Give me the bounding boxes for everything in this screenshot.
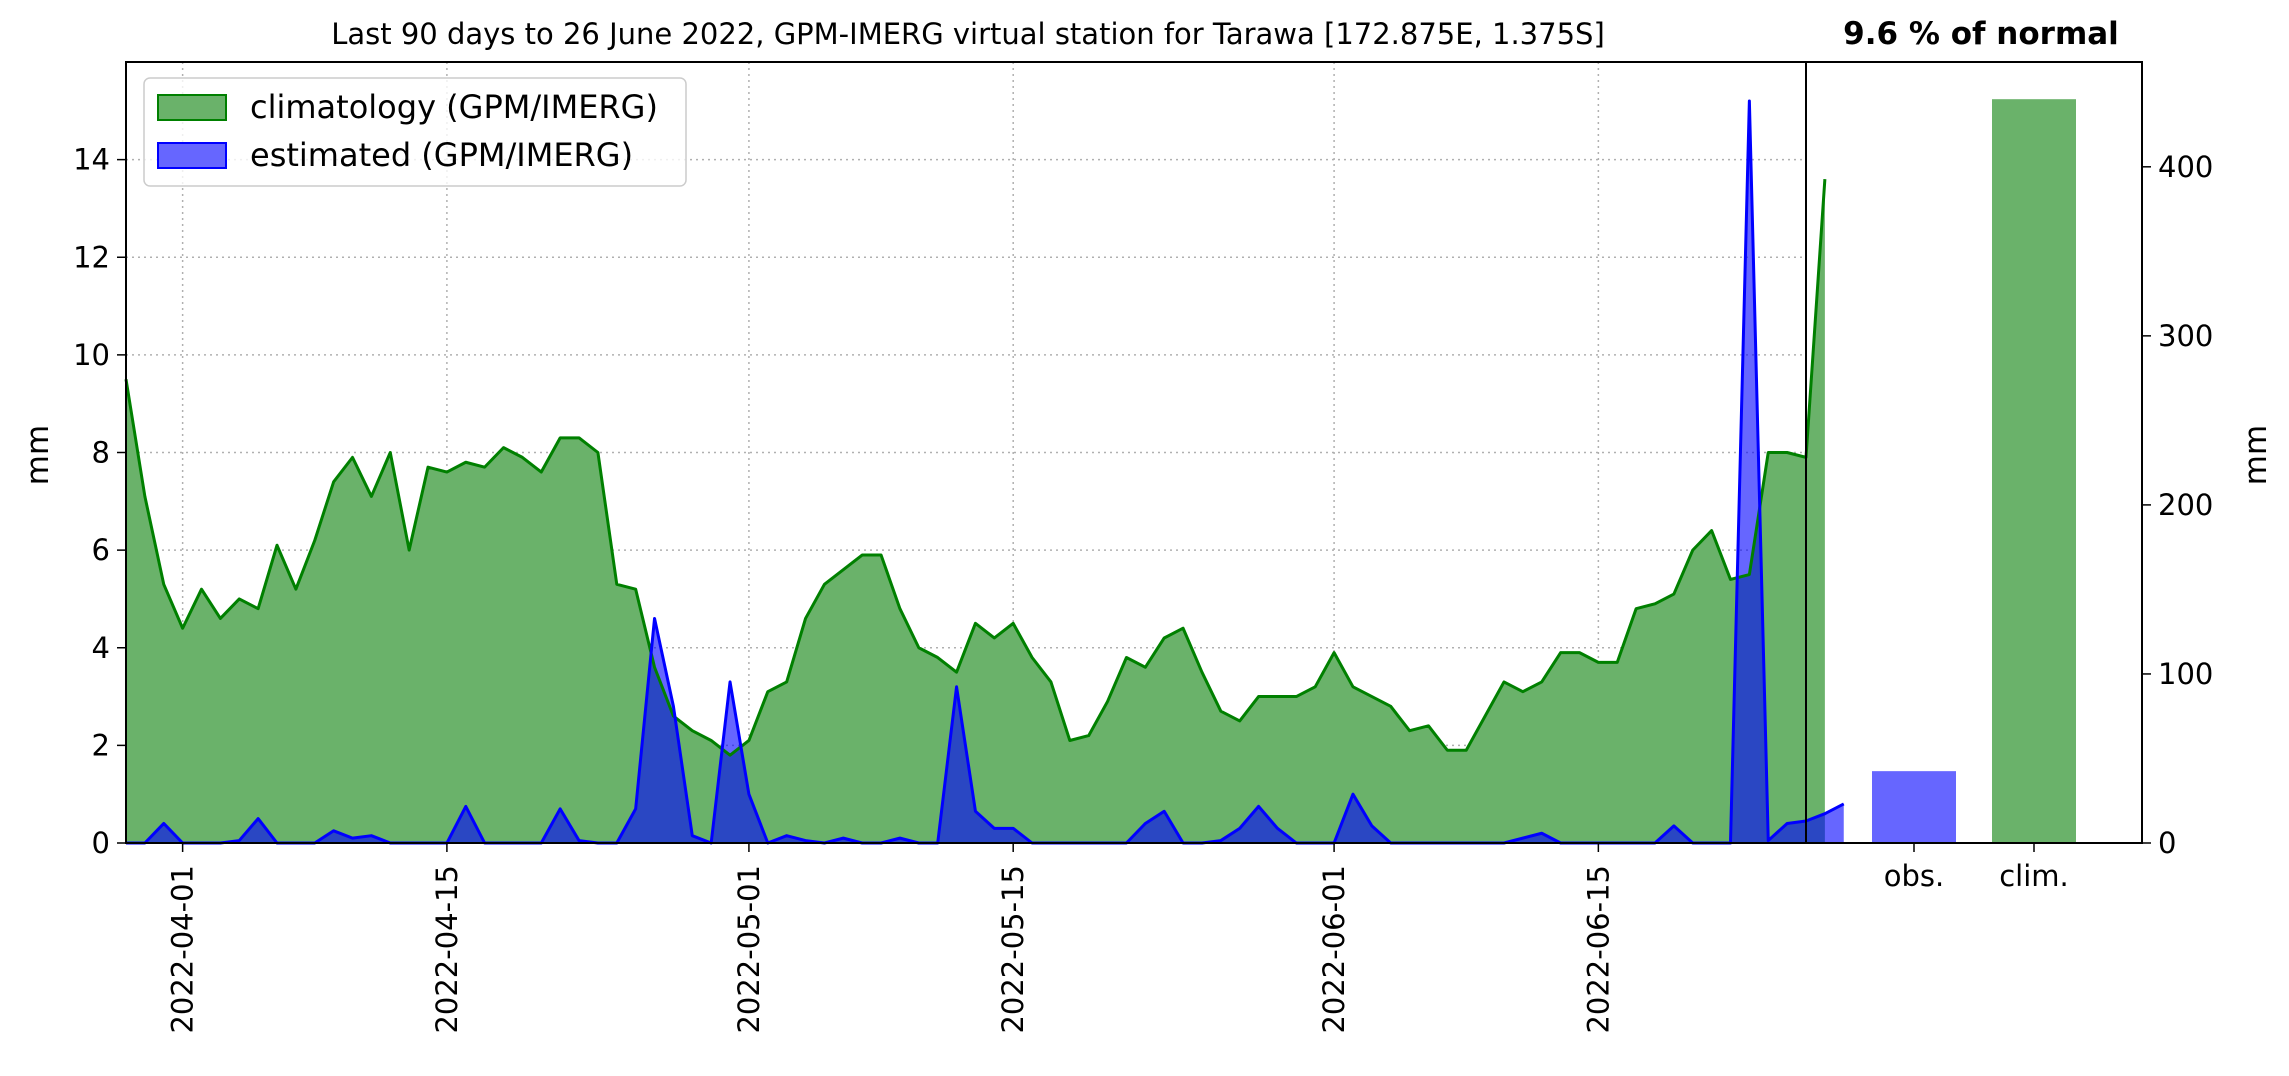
main-y-axis-label: mm (20, 425, 56, 485)
bar-x-tick-label: clim. (1999, 859, 2069, 893)
bar-chart-y-axis: 0 100 200 300 400 (2142, 150, 2213, 860)
main-chart: Last 90 days to 26 June 2022, GPM-IMERG … (20, 17, 1845, 1034)
y-tick-label: 14 (73, 143, 110, 177)
bar-clim (1992, 99, 2076, 843)
legend-swatch-climatology (157, 94, 227, 121)
main-gridlines (126, 62, 1806, 843)
climatology-area (126, 179, 1825, 843)
bar-chart-x-axis: obs. clim. (1884, 843, 2069, 893)
bar-y-tick-label: 200 (2158, 488, 2213, 522)
bar-x-tick-label: obs. (1884, 859, 1944, 893)
climatology-line (124, 179, 1827, 757)
x-tick-label: 2022-04-01 (166, 865, 200, 1034)
x-tick-label: 2022-06-15 (1581, 865, 1615, 1034)
bar-y-tick-label: 300 (2158, 319, 2213, 353)
y-tick-label: 2 (92, 728, 110, 762)
legend-label-climatology: climatology (GPM/IMERG) (250, 88, 658, 126)
y-tick-label: 8 (92, 436, 110, 470)
legend: climatology (GPM/IMERG) estimated (GPM/I… (143, 77, 687, 187)
y-tick-label: 0 (92, 826, 110, 860)
x-tick-label: 2022-05-01 (732, 865, 766, 1034)
legend-box (143, 77, 687, 187)
bar-chart-y-axis-label: mm (2238, 425, 2274, 485)
y-tick-label: 10 (73, 338, 110, 372)
x-tick-label: 2022-05-15 (996, 865, 1030, 1034)
x-tick-label: 2022-04-15 (430, 865, 464, 1034)
legend-label-estimated: estimated (GPM/IMERG) (250, 136, 633, 174)
y-tick-label: 12 (73, 240, 110, 274)
bar-chart-title: 9.6 % of normal (1843, 16, 2119, 52)
x-tick-label: 2022-06-01 (1317, 865, 1351, 1034)
bar-y-tick-label: 100 (2158, 657, 2213, 691)
legend-swatch-estimated (157, 142, 227, 169)
bar-y-tick-label: 0 (2158, 826, 2176, 860)
main-x-axis: 2022-04-01 2022-04-15 2022-05-01 2022-05-15… (166, 843, 1615, 1034)
main-y-axis: 0 2 4 6 8 10 12 14 (73, 143, 126, 860)
bar-chart-frame (1805, 61, 2143, 844)
y-tick-label: 6 (92, 533, 110, 567)
main-chart-title: Last 90 days to 26 June 2022, GPM-IMERG … (331, 17, 1605, 51)
bar-obs (1872, 771, 1956, 843)
bar-chart: 9.6 % of normal obs. clim. 0100200300400 … (1805, 16, 2274, 893)
bar-chart-bars (1872, 99, 2076, 843)
bar-y-tick-label: 400 (2158, 150, 2213, 184)
y-tick-label: 4 (92, 631, 110, 665)
